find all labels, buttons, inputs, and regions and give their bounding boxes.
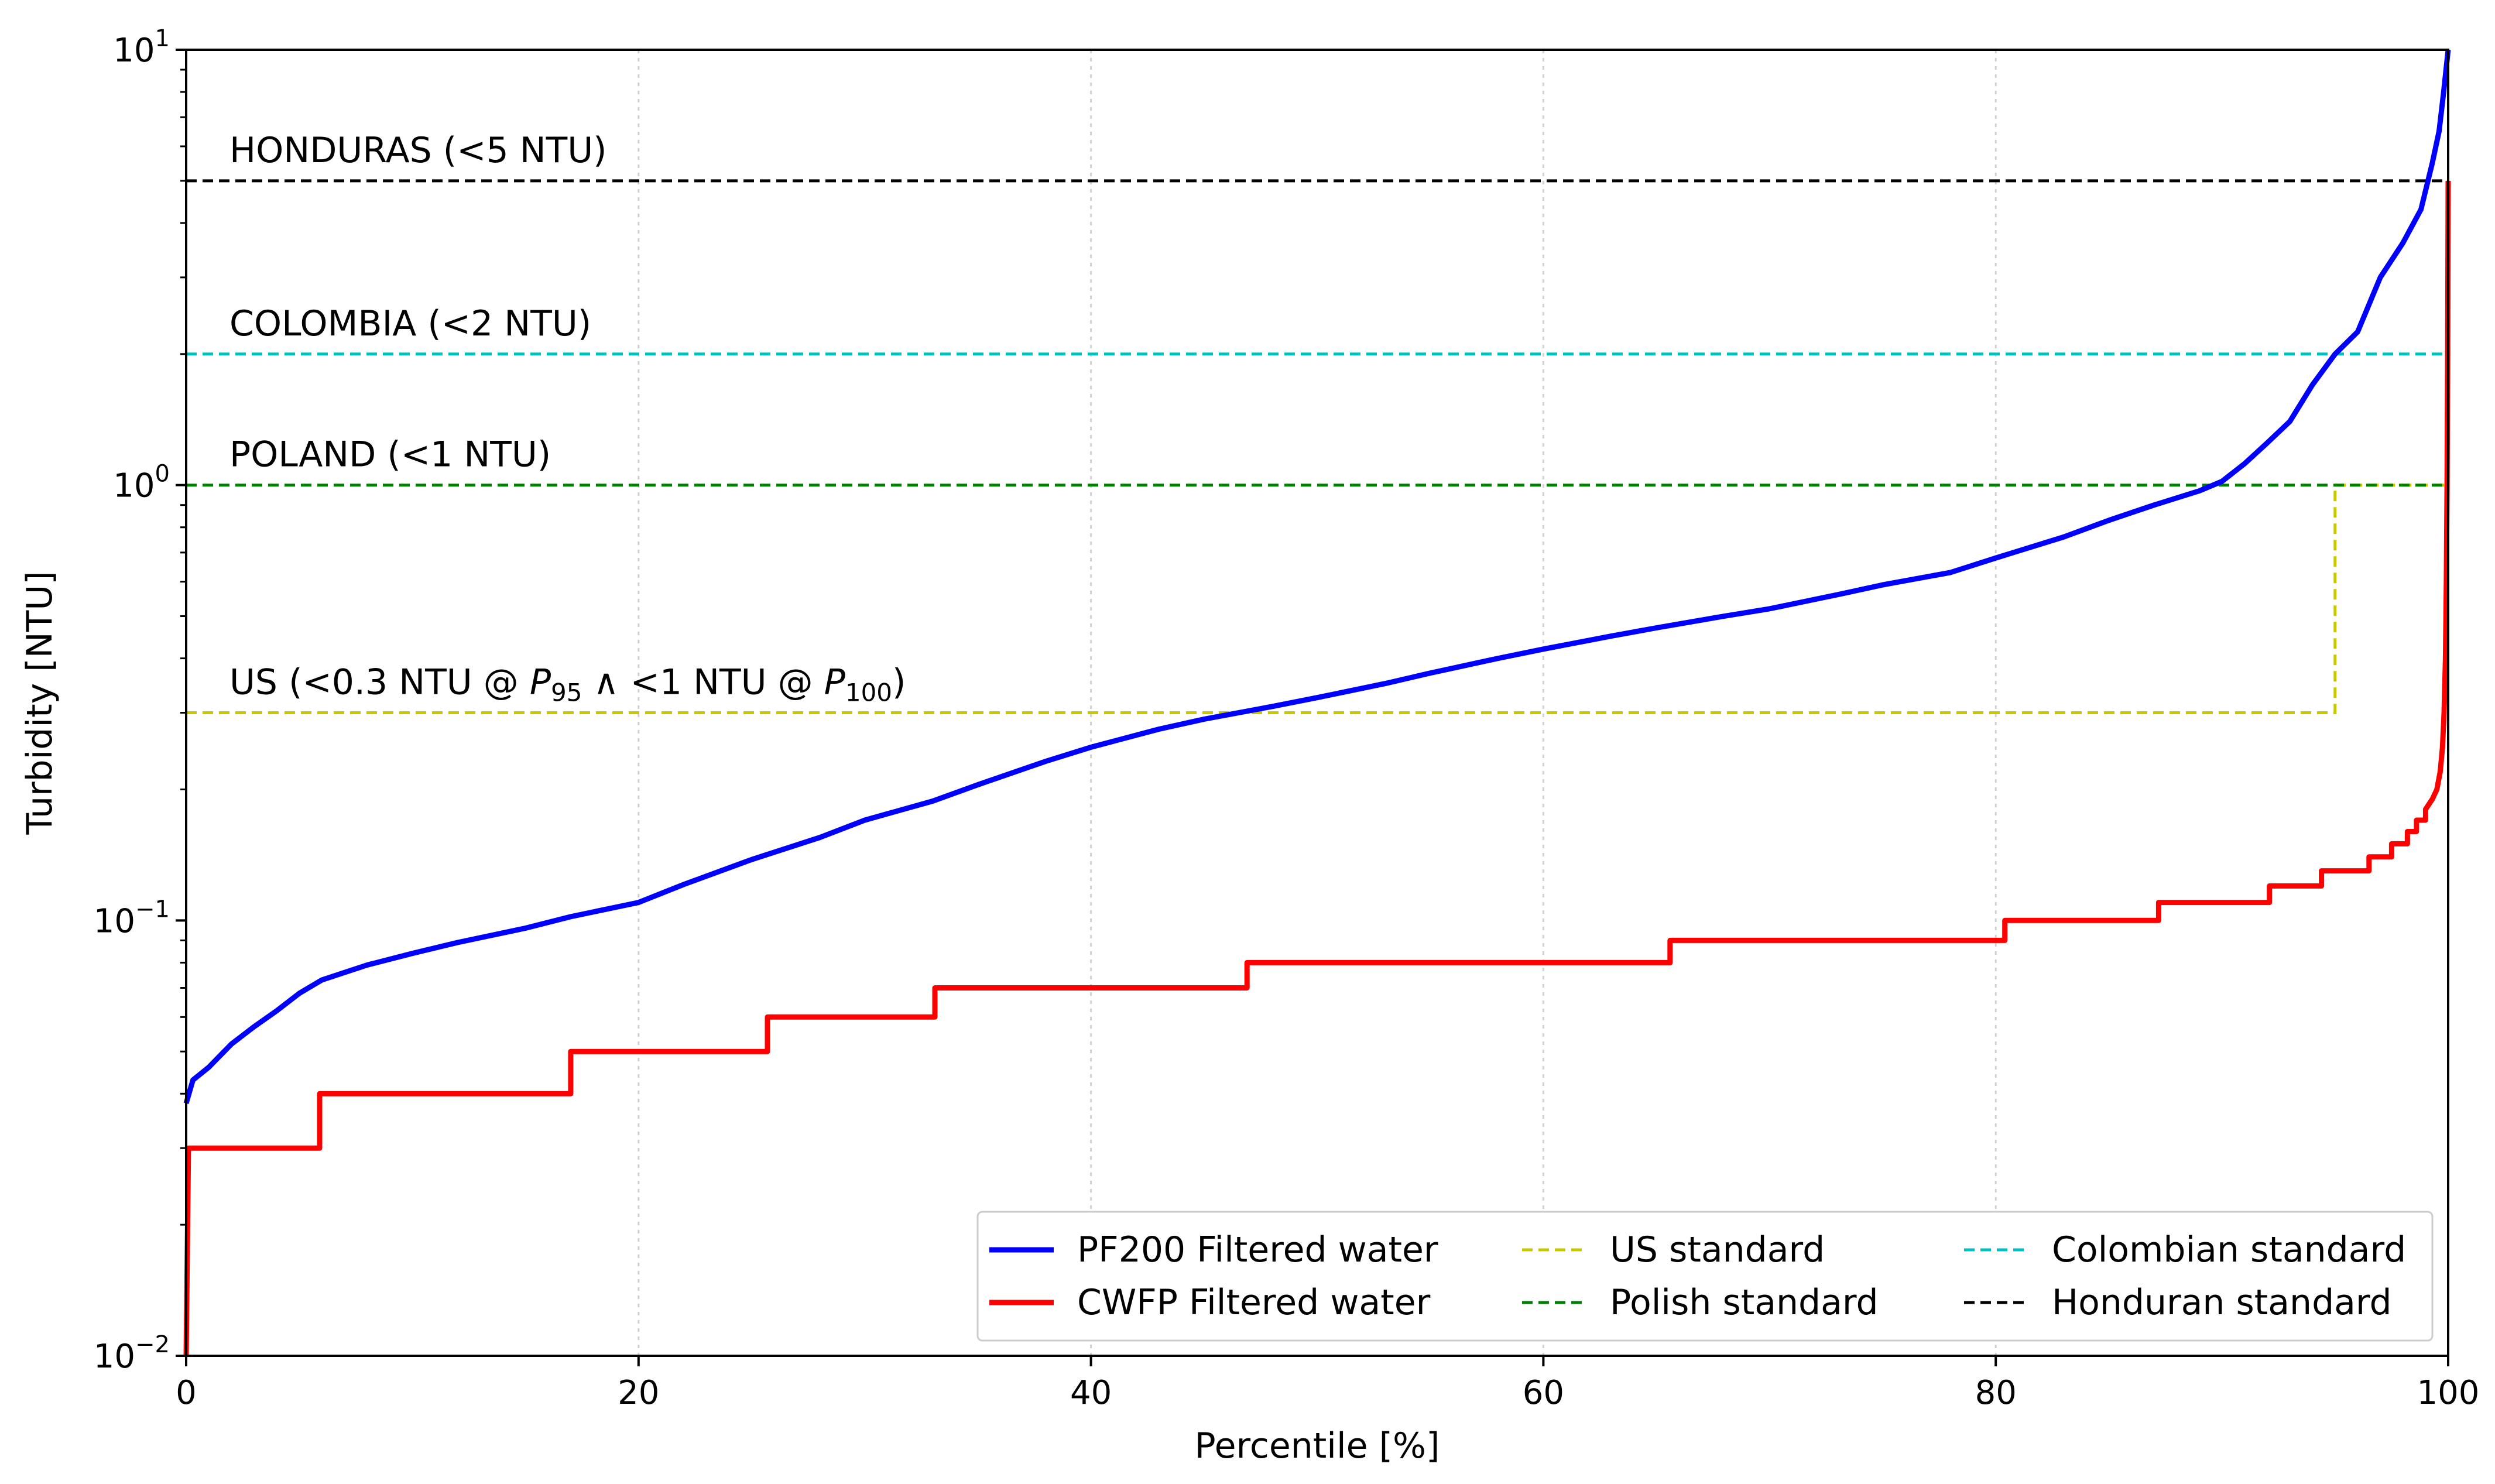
x-tick-label: 0	[176, 1374, 197, 1412]
legend-label-cwfp-filtered-water: CWFP Filtered water	[1077, 1282, 1431, 1323]
x-tick-label: 100	[2417, 1374, 2480, 1412]
series-line-cwfp-filtered-water	[183, 180, 2451, 1356]
annotation-us-prefix: US (<0.3 NTU @	[229, 662, 530, 703]
annotation-us: US (<0.3 NTU @ P95 ∧ <1 NTU @ P100)	[229, 662, 906, 707]
legend-label-colombian-standard: Colombian standard	[2052, 1229, 2406, 1270]
x-axis-label: Percentile [%]	[1195, 1425, 1440, 1466]
series-line-pf200-filtered-water	[183, 49, 2451, 1105]
legend-box	[976, 1211, 2434, 1342]
legend-label-polish-standard: Polish standard	[1610, 1282, 1879, 1323]
series-layer	[183, 49, 2451, 1356]
y-tick-label: 10−2	[94, 1331, 170, 1376]
x-tick-label: 60	[1523, 1374, 1564, 1412]
y-tick-label: 100	[113, 461, 170, 505]
annotation-us-suffix: )	[892, 662, 906, 703]
legend-label-us-standard: US standard	[1610, 1229, 1825, 1270]
annotation-us-mid: ∧ <1 NTU @	[582, 662, 824, 703]
annotation-us-sub100: 100	[845, 678, 892, 707]
x-tick-label: 20	[618, 1374, 659, 1412]
y-tick-label: 101	[113, 25, 170, 70]
annotation-colombia: COLOMBIA (<2 NTU)	[229, 303, 591, 344]
y-tick-label: 10−1	[94, 896, 170, 940]
annotation-us-p95: P	[530, 662, 551, 703]
annotation-poland: POLAND (<1 NTU)	[229, 434, 551, 475]
ticks-layer: 0 20 40 60 80 100 10−2 10−1 100 101	[94, 25, 2480, 1412]
annotation-us-sub95: 95	[551, 678, 582, 707]
x-tick-label: 80	[1975, 1374, 2017, 1412]
annotation-honduras: HONDURAS (<5 NTU)	[229, 130, 607, 171]
x-tick-label: 40	[1070, 1374, 1112, 1412]
legend-label-pf200-filtered-water: PF200 Filtered water	[1077, 1229, 1438, 1270]
standards-layer	[186, 179, 2448, 714]
legend-label-honduran-standard: Honduran standard	[2052, 1282, 2392, 1323]
legend: PF200 Filtered water CWFP Filtered water U…	[976, 1211, 2434, 1342]
plot-frame	[185, 49, 2449, 1357]
annotation-us-p100: P	[824, 662, 846, 703]
y-axis-label: Turbidity [NTU]	[19, 571, 60, 835]
